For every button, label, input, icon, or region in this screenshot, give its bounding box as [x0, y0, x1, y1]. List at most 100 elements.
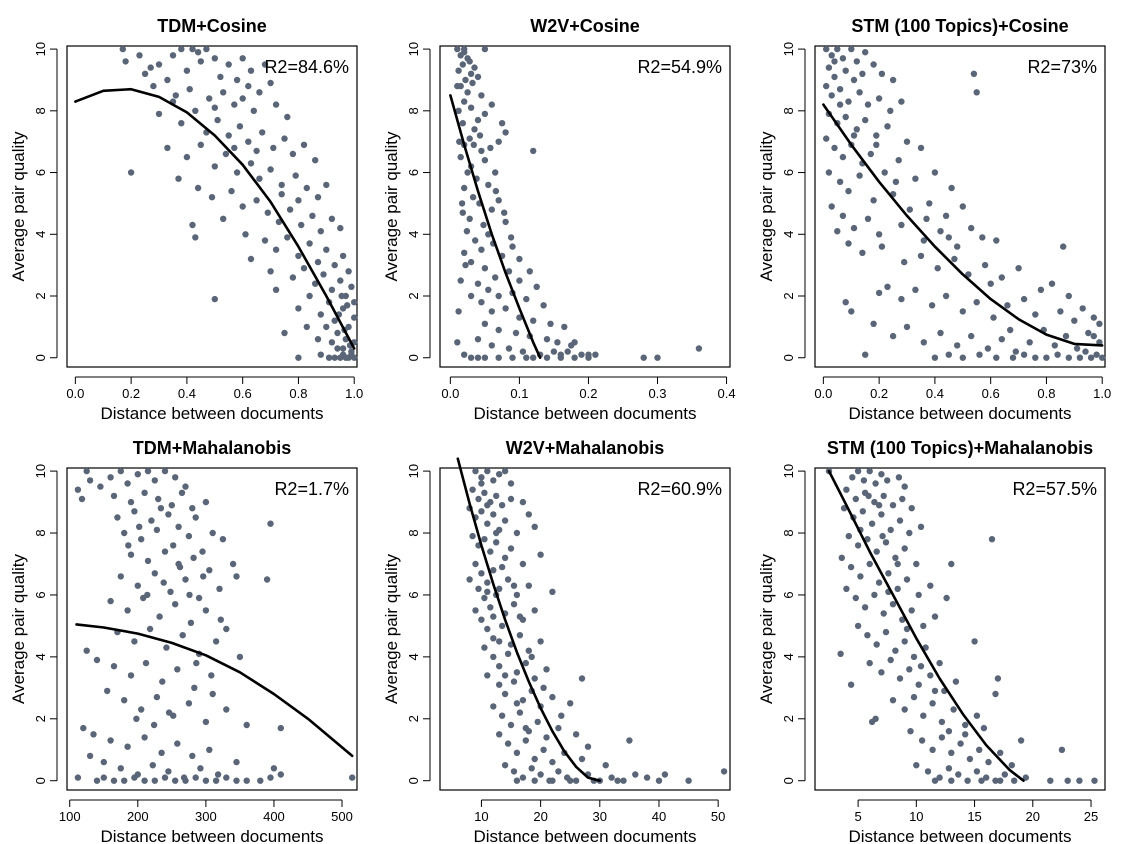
scatter-point: [124, 743, 131, 750]
scatter-point: [1017, 737, 1025, 744]
scatter-panel-2: W2V+Cosine 0.0 0.1 0.2 0.3 0.4 0 2 4 6 8 10 Distance…: [382, 16, 736, 423]
y-tick-label: 4: [781, 653, 796, 660]
scatter-point: [199, 548, 206, 555]
scatter-point: [519, 774, 527, 781]
x-tick-label: 20: [1026, 809, 1040, 824]
y-tick-label: 10: [33, 464, 48, 478]
scatter-point: [512, 329, 520, 337]
scatter-point: [528, 765, 535, 772]
scatter-point: [191, 684, 198, 691]
scatter-point: [247, 160, 255, 167]
scatter-point: [155, 61, 163, 68]
scatter-point: [866, 560, 873, 568]
scatter-point: [842, 113, 849, 121]
scatter-point: [861, 604, 869, 611]
scatter-point: [850, 76, 858, 84]
scatter-point: [872, 480, 879, 487]
scatter-point: [918, 737, 926, 744]
scatter-point: [1054, 351, 1061, 358]
scatter-point: [878, 471, 885, 478]
scatter-point: [965, 271, 972, 278]
scatter-point: [608, 774, 615, 781]
scatter-point: [847, 681, 855, 688]
panel-title: TDM+Cosine: [157, 16, 267, 36]
scatter-point: [1058, 746, 1066, 753]
scatter-point: [632, 771, 639, 778]
y-tick-label: 10: [781, 42, 796, 56]
scatter-point: [490, 635, 497, 642]
scatter-point: [277, 724, 284, 732]
scatter-point: [161, 467, 169, 475]
scatter-point: [859, 70, 866, 78]
scatter-point: [878, 70, 886, 78]
scatter-point: [300, 141, 308, 148]
scatter-point: [831, 144, 838, 152]
scatter-point: [454, 45, 461, 53]
scatter-point: [206, 746, 213, 753]
scatter-point: [225, 132, 232, 139]
scatter-point: [496, 585, 503, 592]
scatter-point: [186, 591, 193, 599]
fit-curve: [827, 469, 1025, 782]
y-tick-label: 6: [406, 591, 421, 598]
scatter-point: [487, 548, 494, 555]
scatter-point: [328, 215, 336, 222]
scatter-point: [845, 532, 852, 540]
scatter-point: [475, 585, 482, 592]
scatter-point: [549, 588, 556, 595]
scatter-point: [823, 135, 830, 142]
scatter-point: [189, 45, 196, 53]
scatter-point: [510, 768, 518, 775]
scatter-point: [267, 520, 274, 527]
scatter-point: [509, 243, 516, 250]
scatter-point: [920, 237, 927, 244]
scatter-point: [141, 734, 148, 741]
scatter-point: [127, 672, 135, 679]
scatter-point: [303, 184, 310, 192]
scatter-point: [870, 320, 877, 327]
scatter-point: [466, 58, 473, 65]
scatter-point: [487, 144, 494, 152]
scatter-point: [495, 138, 502, 145]
scatter-point: [510, 678, 518, 685]
scatter-point: [865, 492, 872, 500]
scatter-point: [845, 240, 852, 247]
scatter-point: [1043, 354, 1050, 361]
scatter-point: [836, 86, 844, 93]
scatter-point: [314, 258, 322, 266]
scatter-point: [167, 588, 174, 595]
scatter-point: [899, 616, 906, 623]
scatter-point: [896, 517, 904, 524]
y-tick-label: 4: [33, 653, 48, 660]
scatter-point: [478, 508, 485, 515]
scatter-point: [501, 467, 509, 475]
scatter-point: [885, 570, 892, 577]
x-tick-label: 0.0: [441, 386, 459, 401]
scatter-point: [172, 601, 179, 608]
scatter-point: [952, 678, 960, 685]
scatter-point: [971, 638, 978, 645]
scatter-point: [467, 104, 475, 111]
scatter-point: [838, 554, 845, 561]
scatter-point: [233, 573, 240, 580]
scatter-point: [540, 684, 547, 691]
scatter-point: [147, 64, 154, 71]
y-tick-label: 0: [406, 777, 421, 784]
scatter-point: [455, 308, 462, 315]
scatter-point: [920, 712, 927, 719]
scatter-point: [155, 495, 162, 503]
scatter-point: [172, 777, 179, 784]
scatter-point: [549, 777, 556, 784]
scatter-point: [267, 166, 274, 173]
scatter-point: [510, 582, 518, 589]
scatter-point: [915, 591, 922, 599]
x-tick-label: 0.4: [718, 386, 736, 401]
scatter-point: [178, 45, 185, 53]
scatter-point: [543, 734, 550, 741]
scatter-point: [78, 495, 86, 503]
scatter-point: [498, 502, 506, 509]
scatter-point: [233, 169, 241, 176]
scatter-point: [214, 771, 222, 778]
scatter-point: [859, 508, 866, 515]
scatter-point: [470, 141, 477, 148]
